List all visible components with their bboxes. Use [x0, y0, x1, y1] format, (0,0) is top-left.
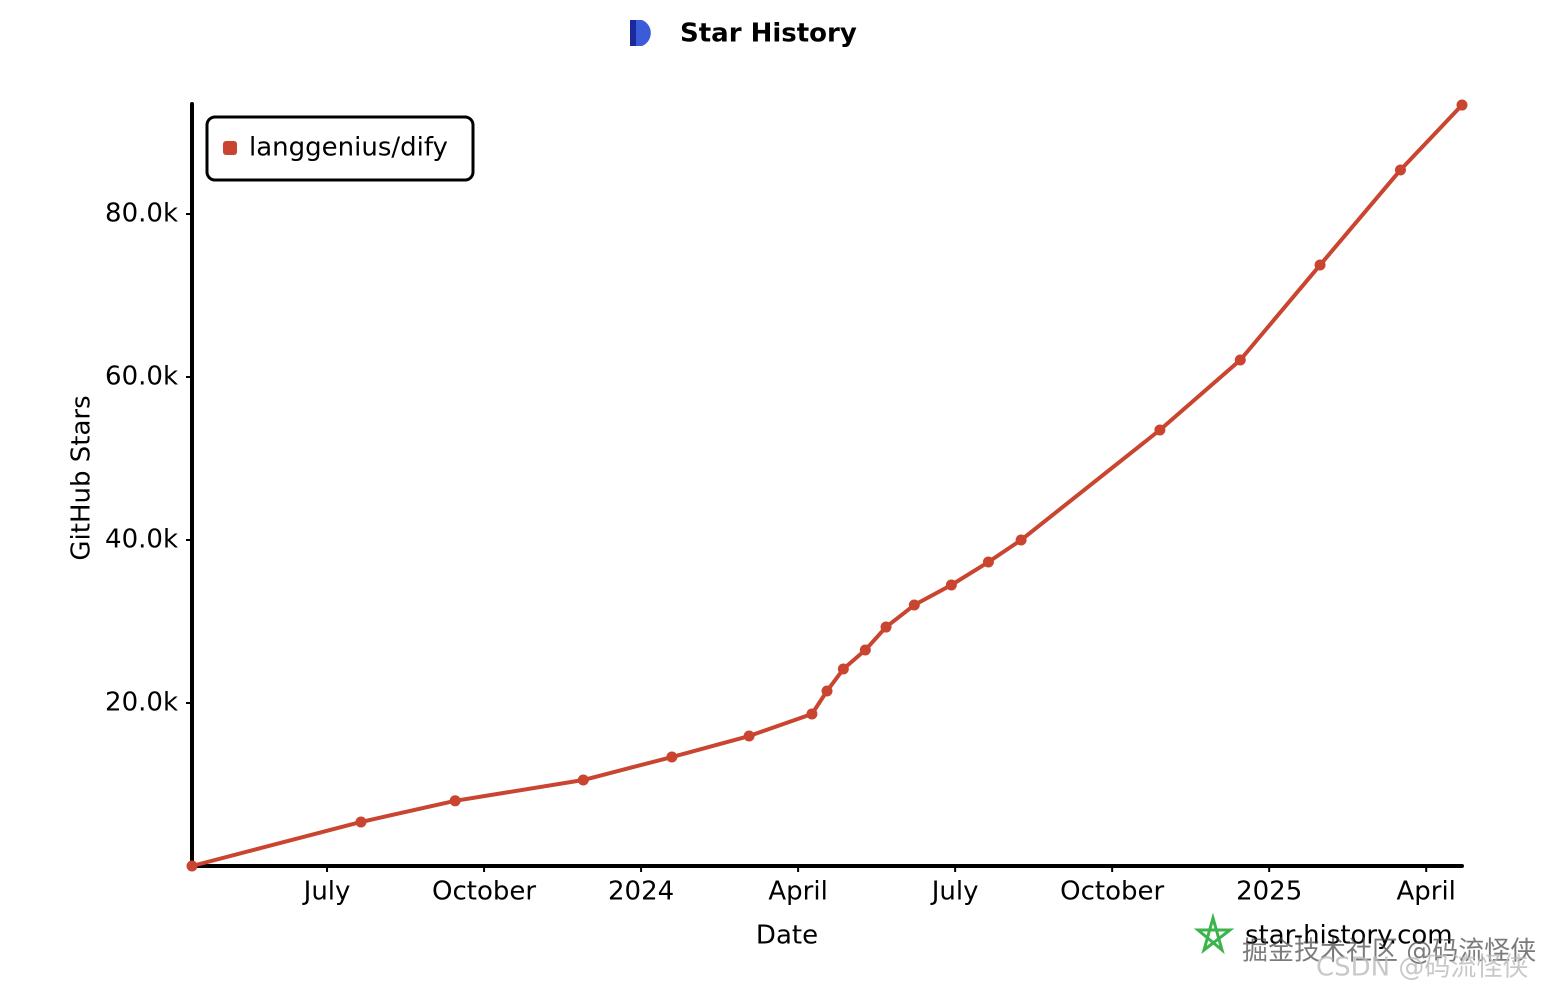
y-tick-label: 80.0k: [105, 199, 178, 229]
data-point: [859, 644, 871, 656]
overlay-watermark: CSDN @码流怪侠: [1316, 953, 1528, 983]
data-point: [1154, 424, 1166, 436]
data-point: [743, 730, 755, 742]
data-point: [837, 663, 849, 675]
y-tick-label: 40.0k: [105, 525, 178, 555]
data-point: [449, 795, 461, 807]
series-line: [190, 103, 1464, 868]
legend-box: [205, 115, 475, 182]
x-tick-label: April: [768, 877, 827, 907]
data-point: [186, 860, 198, 872]
data-point: [908, 599, 920, 611]
data-point: [945, 579, 957, 591]
data-point: [1314, 259, 1326, 271]
x-tick-label: 2025: [1236, 877, 1302, 907]
data-point: [1394, 164, 1406, 176]
data-point: [577, 774, 589, 786]
title-icon: [630, 20, 651, 46]
legend-swatch: [223, 141, 237, 155]
y-axis-label: GitHub Stars: [67, 395, 97, 560]
x-tick-label: July: [302, 877, 351, 907]
data-point: [355, 816, 367, 828]
x-axis-label: Date: [756, 921, 818, 951]
data-point: [806, 708, 818, 720]
x-tick-label: October: [1060, 877, 1164, 907]
x-tick-label: October: [432, 877, 536, 907]
data-point: [821, 685, 833, 697]
x-tick-label: July: [930, 877, 979, 907]
x-tick-label: April: [1396, 877, 1455, 907]
data-point: [880, 621, 892, 633]
data-point: [1015, 534, 1027, 546]
watermark: star-history.com: [1245, 921, 1453, 951]
legend-label: langgenius/dify: [249, 133, 448, 163]
chart-title: Star History: [680, 19, 857, 49]
overlay-watermark: 掘金技术社区 @码流怪侠: [1242, 937, 1536, 967]
data-point: [1234, 354, 1246, 366]
data-point: [1456, 99, 1468, 111]
watermark-icon: [1193, 912, 1235, 955]
data-point: [666, 751, 678, 763]
y-tick-label: 60.0k: [105, 362, 178, 392]
x-tick-label: 2024: [608, 877, 674, 907]
data-point: [982, 556, 994, 568]
y-tick-label: 20.0k: [105, 688, 178, 718]
